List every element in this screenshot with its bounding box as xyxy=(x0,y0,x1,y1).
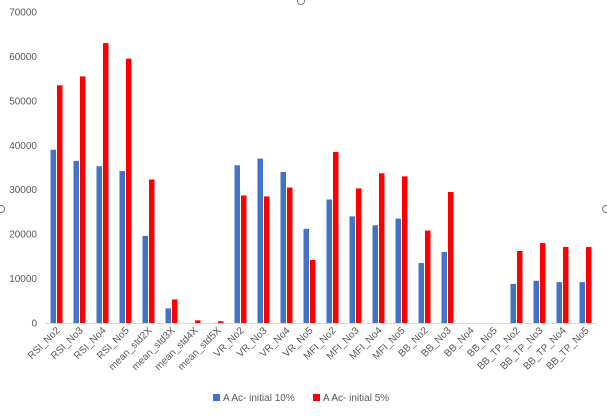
bar-initial-5-bb-tp-no4[interactable] xyxy=(563,247,569,323)
bar-initial-5-bb-tp-no3[interactable] xyxy=(540,243,546,323)
bar-initial-10-mfi-no5[interactable] xyxy=(395,218,402,323)
x-axis-category-labels: RSI_No2RSI_No3RSI_No4RSI_No5mean_std2Xme… xyxy=(26,325,592,373)
y-tick-label: 60000 xyxy=(9,52,37,63)
bar-initial-10-rsi-no5[interactable] xyxy=(119,171,126,323)
bar-initial-10-mean-std3x[interactable] xyxy=(165,308,172,323)
bar-initial-5-mfi-no2[interactable] xyxy=(333,151,339,323)
bar-initial-10-vr-no3[interactable] xyxy=(257,158,264,323)
bar-initial-10-rsi-no2[interactable] xyxy=(50,149,57,323)
legend-label: A Ac- initial 10% xyxy=(223,393,295,404)
resize-handle-top[interactable] xyxy=(297,0,305,5)
bar-initial-10-mfi-no3[interactable] xyxy=(349,216,356,323)
resize-handle-right[interactable] xyxy=(602,205,607,213)
y-axis-tick-labels: 0 10000 20000 30000 40000 50000 60000 70000 xyxy=(9,8,37,330)
bar-initial-5-bb-no2[interactable] xyxy=(425,230,431,323)
bar-initial-5-mfi-no4[interactable] xyxy=(379,173,385,323)
bar-initial-5-bb-tp-no2[interactable] xyxy=(517,251,523,323)
bar-initial-5-mfi-no3[interactable] xyxy=(356,188,362,323)
bar-initial-5-mfi-no5[interactable] xyxy=(402,176,408,323)
resize-handle-left[interactable] xyxy=(0,205,5,213)
bar-initial-10-bb-no3[interactable] xyxy=(441,251,448,323)
bar-initial-5-mean-std4x[interactable] xyxy=(195,320,201,323)
bar-initial-10-mfi-no2[interactable] xyxy=(326,199,333,323)
bar-initial-5-rsi-no3[interactable] xyxy=(80,76,86,324)
bar-initial-5-vr-no5[interactable] xyxy=(310,259,316,323)
bar-initial-10-vr-no4[interactable] xyxy=(280,171,287,323)
bar-initial-10-vr-no5[interactable] xyxy=(303,228,310,323)
bar-initial-10-bb-no2[interactable] xyxy=(418,263,425,323)
bar-initial-10-mfi-no4[interactable] xyxy=(372,225,379,323)
bar-initial-10-bb-tp-no2[interactable] xyxy=(510,283,517,323)
bar-initial-5-vr-no3[interactable] xyxy=(264,196,270,323)
bar-initial-5-mean-std5x[interactable] xyxy=(218,321,224,323)
legend-swatch xyxy=(313,394,320,401)
bar-initial-10-rsi-no3[interactable] xyxy=(73,160,80,323)
bar-initial-5-rsi-no4[interactable] xyxy=(103,43,109,323)
bar-initial-10-bb-tp-no4[interactable] xyxy=(556,282,563,323)
legend-swatch xyxy=(213,394,220,401)
bar-initial-10-rsi-no4[interactable] xyxy=(96,166,103,323)
y-tick-label: 40000 xyxy=(9,141,37,152)
bar-initial-5-bb-no3[interactable] xyxy=(448,191,454,323)
bar-initial-5-vr-no4[interactable] xyxy=(287,187,293,323)
bar-initial-5-mean-std3x[interactable] xyxy=(172,299,178,323)
bar-initial-5-rsi-no5[interactable] xyxy=(126,58,132,324)
y-tick-label: 30000 xyxy=(9,185,37,196)
bar-initial-10-bb-tp-no3[interactable] xyxy=(533,280,540,323)
bar-initial-10-mean-std2x[interactable] xyxy=(142,235,149,323)
bar-initial-5-vr-no2[interactable] xyxy=(241,195,247,323)
y-tick-label: 20000 xyxy=(9,230,37,241)
bar-initial-5-rsi-no2[interactable] xyxy=(57,85,63,323)
legend: A Ac- initial 10% A Ac- initial 5% xyxy=(213,393,389,404)
bar-initial-10-bb-tp-no5[interactable] xyxy=(579,282,586,323)
y-tick-label: 0 xyxy=(31,319,37,330)
y-tick-label: 70000 xyxy=(9,8,37,19)
y-tick-label: 50000 xyxy=(9,96,37,107)
bar-initial-5-bb-tp-no5[interactable] xyxy=(586,247,592,323)
bar-initial-10-vr-no2[interactable] xyxy=(234,165,241,323)
y-tick-label: 10000 xyxy=(9,274,37,285)
bar-initial-5-mean-std2x[interactable] xyxy=(149,179,155,323)
bars xyxy=(50,43,592,324)
legend-label: A Ac- initial 5% xyxy=(323,393,389,404)
